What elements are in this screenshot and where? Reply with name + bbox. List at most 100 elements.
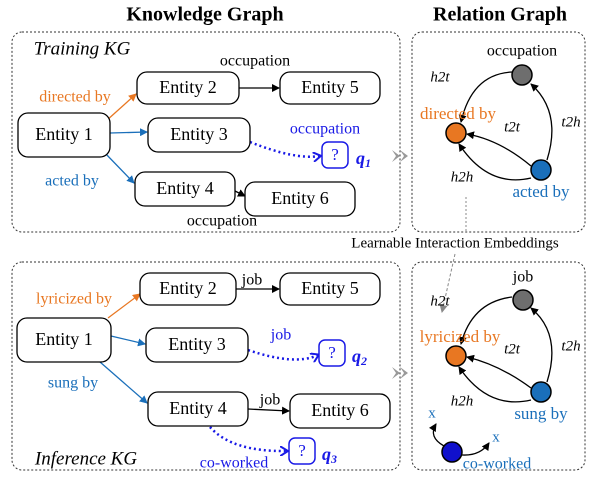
chevron bbox=[400, 150, 408, 162]
header: Knowledge Graph bbox=[126, 4, 283, 26]
relation-node bbox=[530, 159, 552, 181]
query-box bbox=[318, 339, 346, 367]
edge bbox=[249, 140, 320, 157]
panel bbox=[11, 31, 401, 233]
entity-label: Entity 6 bbox=[271, 188, 329, 208]
label: h2h bbox=[451, 169, 474, 185]
entity-box bbox=[136, 71, 240, 105]
label: occupation bbox=[220, 53, 290, 70]
relation-label: co-worked bbox=[463, 456, 531, 473]
label: sung by bbox=[48, 375, 98, 392]
edge bbox=[109, 128, 148, 137]
query-index: 1 bbox=[365, 156, 371, 170]
entity-label: Entity 4 bbox=[156, 178, 214, 198]
label: job bbox=[241, 272, 262, 289]
relation-label: occupation bbox=[487, 43, 557, 60]
label: job bbox=[270, 327, 291, 344]
relation-node bbox=[445, 122, 467, 144]
query-box bbox=[321, 141, 349, 169]
entity-box bbox=[139, 272, 237, 306]
entity-box bbox=[244, 181, 356, 217]
relation-label: job bbox=[512, 269, 533, 286]
label: occupation bbox=[187, 213, 257, 230]
label: x bbox=[492, 429, 500, 445]
edge bbox=[103, 151, 135, 184]
panel-title: Inference KG bbox=[34, 448, 137, 469]
edge bbox=[461, 442, 490, 456]
entity-label: Entity 2 bbox=[159, 77, 217, 97]
entity-box bbox=[147, 391, 249, 427]
entity-box bbox=[289, 393, 391, 429]
edge bbox=[105, 93, 137, 122]
entity-box bbox=[17, 112, 111, 158]
label: t2h bbox=[561, 338, 580, 354]
edge bbox=[466, 354, 532, 389]
label: t2t bbox=[504, 119, 521, 135]
edge bbox=[247, 348, 318, 359]
query-symbol: q bbox=[352, 346, 361, 366]
query-symbol: q bbox=[356, 148, 365, 168]
entity-box bbox=[279, 272, 381, 306]
label: job bbox=[259, 392, 280, 409]
label: h2t bbox=[430, 293, 450, 309]
entity-label: Entity 1 bbox=[35, 329, 93, 349]
entity-box bbox=[147, 117, 251, 153]
relation-node bbox=[512, 289, 534, 311]
entity-label: Entity 3 bbox=[168, 334, 226, 354]
edge bbox=[110, 335, 146, 347]
edge bbox=[234, 189, 246, 197]
query-label: q3 bbox=[322, 444, 337, 466]
panel bbox=[11, 261, 401, 471]
query-mark: ? bbox=[331, 145, 339, 164]
entity-label: Entity 3 bbox=[170, 124, 228, 144]
entity-label: Entity 2 bbox=[159, 278, 217, 298]
panel bbox=[411, 31, 586, 233]
entity-label: Entity 6 bbox=[311, 400, 369, 420]
edge bbox=[458, 71, 513, 123]
label: t2t bbox=[504, 341, 521, 357]
query-label: q2 bbox=[352, 346, 367, 368]
header: Relation Graph bbox=[433, 4, 567, 26]
relation-node bbox=[445, 345, 467, 367]
edge bbox=[458, 296, 513, 345]
edge bbox=[458, 143, 532, 181]
entity-box bbox=[134, 171, 236, 207]
edge bbox=[247, 406, 290, 415]
shared-label: Learnable Interaction Embeddings bbox=[351, 235, 559, 251]
label: co-worked bbox=[200, 455, 268, 472]
label: t2h bbox=[561, 114, 580, 130]
label: x bbox=[428, 405, 436, 421]
label: directed by bbox=[39, 89, 111, 106]
query-mark: ? bbox=[298, 441, 306, 460]
label: occupation bbox=[290, 121, 360, 138]
chevron bbox=[392, 367, 400, 379]
chevron bbox=[400, 367, 408, 379]
edge bbox=[99, 361, 148, 404]
edge bbox=[458, 366, 532, 403]
label: lyricized by bbox=[36, 291, 112, 308]
label: acted by bbox=[45, 173, 99, 190]
query-box bbox=[288, 437, 316, 465]
relation-label: lyricized by bbox=[420, 327, 501, 346]
entity-label: Entity 5 bbox=[301, 278, 359, 298]
query-symbol: q bbox=[322, 444, 331, 464]
relation-label: sung by bbox=[514, 404, 568, 423]
relation-node bbox=[441, 441, 463, 463]
entity-label: Entity 1 bbox=[35, 124, 93, 144]
panel-title: Training KG bbox=[34, 38, 131, 59]
edge bbox=[530, 83, 553, 161]
entity-label: Entity 4 bbox=[169, 398, 227, 418]
relation-node bbox=[530, 381, 552, 403]
edge bbox=[530, 307, 553, 383]
label: h2t bbox=[430, 69, 450, 85]
query-index: 3 bbox=[330, 452, 337, 466]
entity-box bbox=[279, 71, 381, 105]
relation-label: acted by bbox=[512, 182, 570, 201]
entity-box bbox=[16, 317, 112, 363]
query-label: q1 bbox=[356, 148, 371, 170]
entity-box bbox=[145, 327, 249, 363]
edge bbox=[466, 131, 532, 167]
edge bbox=[209, 426, 287, 451]
query-mark: ? bbox=[328, 343, 336, 362]
